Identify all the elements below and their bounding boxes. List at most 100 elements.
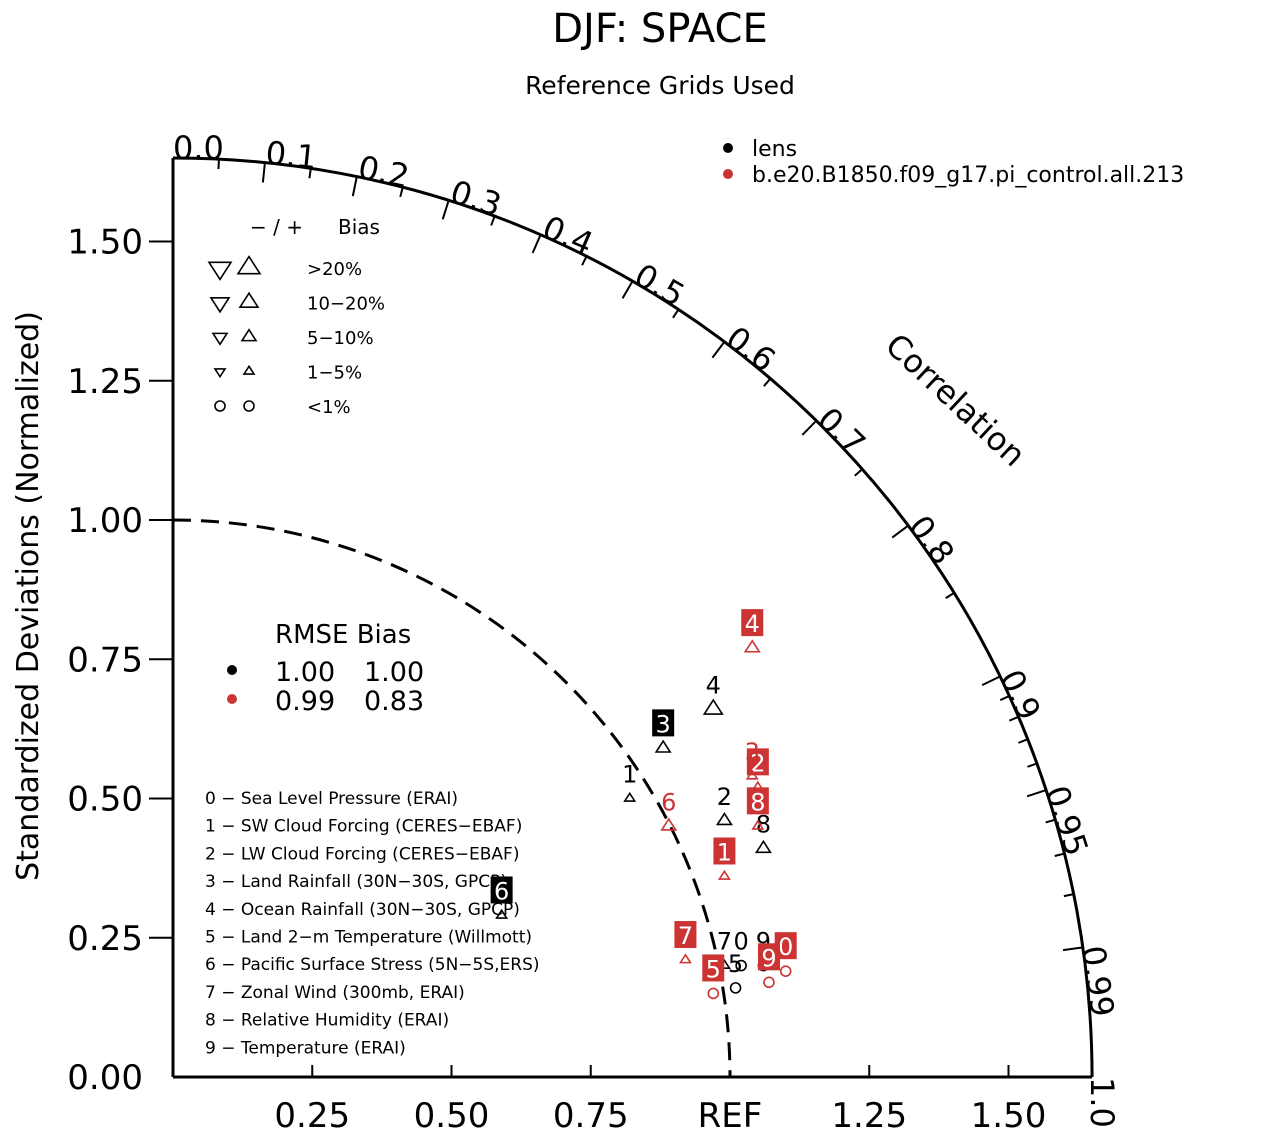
axes: 0.25 0.50 0.75 1.25 1.50REF0.000.250.500.751… — [67, 156, 1094, 1135]
corr-major-tick — [441, 199, 450, 220]
corr-tick-label: 0.3 — [446, 173, 506, 225]
data-label: 6 — [494, 877, 509, 905]
data-marker — [779, 965, 792, 977]
variable-item: 6 − Pacific Surface Stress (5N−5S,ERS) — [205, 955, 540, 975]
variable-item: 4 − Ocean Rainfall (30N−30S, GPCP) — [205, 900, 520, 920]
y-tick-label: 1.25 — [67, 362, 143, 402]
data-marker — [702, 698, 724, 715]
corr-minor-tick — [1018, 738, 1029, 744]
data-label-box — [746, 748, 769, 776]
y-tick-label: 0.00 — [67, 1058, 143, 1098]
data-label: 5 — [728, 950, 743, 978]
chart-subtitle: Reference Grids Used — [525, 71, 795, 100]
corr-tick-label: 0.9 — [992, 664, 1048, 726]
data-label: 0 — [733, 928, 748, 956]
x-tick-label: 0.50 — [414, 1096, 490, 1135]
data-label-box — [774, 932, 797, 960]
bias-legend-label: >20% — [307, 259, 362, 280]
x-tick-label: 1.25 — [831, 1096, 907, 1135]
corr-minor-tick — [1054, 852, 1065, 857]
bias-legend: − / + Bias >20% 10−20% 5−10% 1−5% <1% — [207, 215, 385, 418]
variable-list: 0 − Sea Level Pressure (ERAI) 1 − SW Clou… — [205, 789, 540, 1058]
variable-item: 9 − Temperature (ERAI) — [205, 1038, 406, 1058]
data-marker — [654, 739, 672, 753]
outer-arc — [172, 156, 1094, 1078]
rmse-swatch — [227, 665, 237, 675]
corr-tick-label: 0.4 — [537, 208, 599, 263]
legend-swatch — [723, 169, 733, 179]
corr-tick-label: 0.2 — [355, 148, 412, 195]
data-label-box — [741, 609, 764, 637]
legend-label: b.e20.B1850.f09_g17.pi_control.all.213 — [752, 163, 1184, 188]
rmse-value: 0.99 — [275, 686, 335, 717]
corr-tick-label: 0.0 — [173, 129, 224, 167]
bias-marker-down — [211, 332, 229, 346]
bias-marker-up — [240, 328, 258, 342]
series-legend: lensb.e20.B1850.f09_g17.pi_control.all.2… — [723, 137, 1184, 188]
y-tick-label: 1.50 — [67, 223, 143, 263]
data-label: 4 — [745, 610, 760, 638]
bias-marker-up — [242, 364, 256, 375]
data-marker — [743, 639, 761, 653]
variable-item: 3 − Land Rainfall (30N−30S, GPCP) — [205, 872, 507, 892]
data-label: 3 — [745, 738, 760, 766]
data-marker — [707, 987, 720, 1000]
corr-minor-tick — [672, 308, 680, 319]
data-marker — [715, 812, 733, 826]
corr-minor-tick — [854, 468, 863, 477]
corr-minor-tick — [945, 592, 955, 599]
rmse-header: RMSE Bias — [275, 620, 411, 650]
corr-tick-label: 0.7 — [810, 400, 873, 463]
y-tick-label: 0.50 — [67, 780, 143, 820]
data-marker — [735, 959, 747, 972]
corr-major-tick — [711, 341, 726, 359]
bias-legend-sign: − / + — [250, 215, 303, 239]
data-label: 9 — [761, 944, 776, 972]
corr-minor-tick — [1045, 818, 1056, 824]
ref-label: REF — [698, 1096, 763, 1135]
data-label: 5 — [706, 955, 721, 983]
bias-legend-label: 10−20% — [307, 294, 385, 315]
corr-minor-tick — [1008, 715, 1019, 722]
variable-item: 7 − Zonal Wind (300mb, ERAI) — [205, 983, 465, 1003]
data-label: 7 — [678, 922, 693, 950]
corr-tick-label: 0.95 — [1038, 781, 1096, 861]
data-label: 8 — [750, 788, 765, 816]
chart-title: DJF: SPACE — [552, 6, 768, 52]
bias-legend-title: Bias — [338, 215, 380, 239]
data-label-box — [713, 837, 736, 865]
corr-minor-tick — [1027, 762, 1038, 768]
bias-marker-up — [236, 255, 262, 275]
x-tick-label: 0.75 — [553, 1096, 629, 1135]
bias-marker-down — [213, 368, 227, 379]
legend-label: lens — [752, 137, 797, 162]
data-label: 0 — [778, 933, 793, 961]
data-marker — [623, 791, 637, 802]
corr-tick-label: 1.0 — [1083, 1077, 1121, 1128]
data-label-box — [757, 943, 780, 971]
corr-major-tick — [981, 675, 1001, 687]
variable-item: 2 − LW Cloud Forcing (CERES−EBAF) — [205, 844, 519, 864]
corr-minor-tick — [581, 255, 588, 266]
data-label-box — [490, 876, 513, 904]
data-marker — [660, 817, 678, 831]
corr-major-tick — [351, 176, 358, 197]
y-tick-label: 0.25 — [67, 919, 143, 959]
data-label: 1 — [622, 761, 637, 789]
bias-legend-label: <1% — [307, 397, 351, 418]
x-tick-label: 1.50 — [971, 1096, 1047, 1135]
data-label-box — [702, 954, 725, 982]
data-marker — [751, 819, 765, 830]
corr-major-tick — [1026, 789, 1047, 798]
rmse-swatch — [227, 694, 237, 704]
corr-major-tick — [531, 234, 542, 254]
corr-minor-tick — [217, 159, 220, 170]
data-label-box — [674, 921, 697, 949]
bias-marker-circle — [243, 400, 255, 412]
bias-value: 1.00 — [364, 657, 424, 688]
data-marker — [717, 869, 731, 880]
data-label: 2 — [750, 749, 765, 777]
y-tick-label: 0.75 — [67, 640, 143, 680]
